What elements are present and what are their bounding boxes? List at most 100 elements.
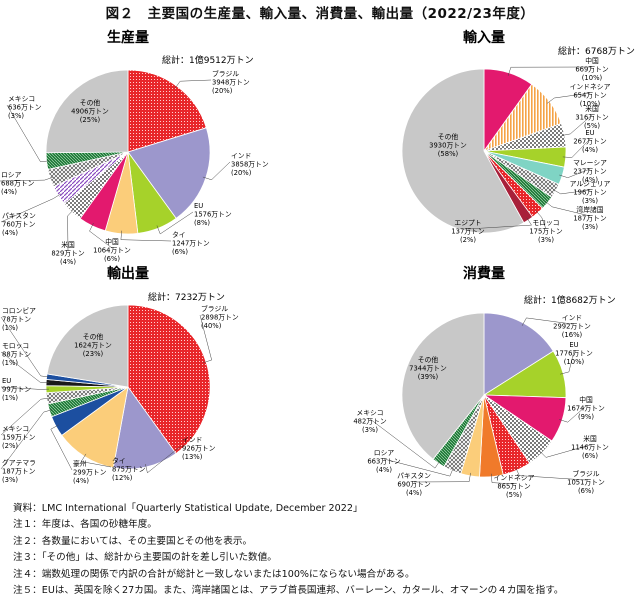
leader-line xyxy=(156,211,194,235)
leader-line xyxy=(0,409,53,470)
note-1: 注１：年度は、各国の砂糖年度。 xyxy=(13,519,157,531)
slice-label: タイ 875万トン(12%) xyxy=(112,456,146,482)
leader-line xyxy=(80,453,112,468)
pie-slice xyxy=(401,68,525,234)
slice-label: 米国 1146万トン(6%) xyxy=(571,434,609,460)
leader-line xyxy=(521,317,573,326)
note-4: 注４：端数処理の関係で内訳の合計が総計と一致しないまたは100%にならない場合が… xyxy=(13,568,415,580)
leader-line xyxy=(145,445,182,474)
consumption-total: 総計：1億8682万トン xyxy=(524,294,616,306)
slice-label: 豪州 299万トン(4%) xyxy=(73,459,107,485)
leader-line xyxy=(383,458,454,477)
leader-line xyxy=(544,200,591,217)
slice-label: グアテマラ 187万トン(3%) xyxy=(2,458,36,484)
slice-label: インド 926万トン(13%) xyxy=(182,436,216,461)
slice-label: パキスタン 760万トン(4%) xyxy=(2,211,36,237)
slice-label: インド 3858万トン(20%) xyxy=(231,152,269,177)
note-5: 注５：EUは、英国を除く27カ国。また、湾岸諸国とは、アラブ首長国連邦、バーレー… xyxy=(13,584,564,596)
slice-label: ロシア 688万トン(4%) xyxy=(1,171,35,196)
leader-line xyxy=(6,104,50,163)
slice-label: その他 3930万トン(58%) xyxy=(429,132,467,158)
slice-label: ブラジル 3948万トン(20%) xyxy=(212,69,250,95)
production-pie: 生産量 総計：1億9512万トン ブラジル 3948万トン(20%) インド 3858… xyxy=(0,29,269,266)
leader-line xyxy=(535,210,547,230)
consumption-pie: 消費量 総計：1億8682万トン インド 2992万トン(16%)EU 1776万ト… xyxy=(353,265,615,499)
pie-slice xyxy=(401,312,485,460)
slice-label: タイ 1247万トン(6%) xyxy=(172,230,210,256)
notes: 資料：LMC International「Quarterly Statistic… xyxy=(13,501,637,599)
slice-label: メキシコ 636万トン(3%) xyxy=(8,95,42,120)
leader-line xyxy=(467,217,532,230)
leader-line xyxy=(0,397,50,436)
leader-line xyxy=(559,168,591,178)
leader-line xyxy=(560,350,575,375)
note-3: 注３：「その他」は、総計から主要国の計を差し引いた数値。 xyxy=(13,552,277,564)
note-source: 資料：LMC International「Quarterly Statistic… xyxy=(13,503,363,514)
leader-line xyxy=(0,193,62,223)
slice-label: エジプト 137万トン(2%) xyxy=(451,219,485,244)
slice-label: 中国 669万トン(10%) xyxy=(575,56,609,82)
leader-line xyxy=(369,418,441,469)
import-total: 総計：6768万トン xyxy=(558,45,635,57)
slice-label: EU 267万トン(4%) xyxy=(573,129,607,154)
leader-line xyxy=(559,405,587,423)
note-2: 注２：各数量においては、その主要国とその他を表示。 xyxy=(13,535,253,547)
leader-line xyxy=(174,79,212,89)
production-title: 生産量 xyxy=(107,29,149,46)
leader-line xyxy=(507,66,593,76)
production-total: 総計：1億9512万トン xyxy=(162,54,254,66)
leader-line xyxy=(539,444,591,458)
leader-line xyxy=(562,138,591,158)
leader-line xyxy=(490,473,515,485)
pie-charts: 生産量 総計：1億9512万トン ブラジル 3948万トン(20%) インド 3858… xyxy=(0,29,635,499)
leader-line xyxy=(0,176,54,182)
leader-line xyxy=(413,472,471,483)
leader-line xyxy=(515,467,587,481)
slice-label: モロッコ 175万トン(3%) xyxy=(529,219,563,244)
slice-label: ロシア 663万トン(4%) xyxy=(367,449,401,474)
slice-label: 中国 1064万トン(6%) xyxy=(93,237,131,263)
slice-label: その他 7344万トン(39%) xyxy=(409,355,447,381)
slice-label: インド 2992万トン(16%) xyxy=(553,314,591,339)
leader-line xyxy=(0,316,50,378)
leader-line xyxy=(0,351,50,383)
leader-line xyxy=(50,424,73,471)
leader-line xyxy=(561,114,593,136)
leader-line xyxy=(89,222,113,249)
export-total: 総計：7232万トン xyxy=(148,291,225,303)
slice-label: モロッコ 88万トン(1%) xyxy=(2,342,31,367)
slice-label: その他 4906万トン(25%) xyxy=(71,98,109,124)
slice-label: インドネシア 865万トン(5%) xyxy=(494,474,535,499)
leader-line xyxy=(552,189,591,195)
slice-label: その他 1624万トン(23%) xyxy=(74,332,112,358)
leader-line xyxy=(0,386,50,390)
slice-label: マレーシア 237万トン(4%) xyxy=(573,159,607,184)
leader-line xyxy=(199,314,213,363)
leader-line xyxy=(202,161,231,181)
import-pie: 輸入量 総計：6768万トン 中国 669万トン(10%)インドネシア 654万トン… xyxy=(401,29,635,244)
slice-label: 米国 829万トン(4%) xyxy=(51,240,85,266)
slice-label: ブラジル 2898万トン(40%) xyxy=(201,304,239,330)
slice-label: アルジェリア 196万トン(3%) xyxy=(570,180,611,205)
export-title: 輸出量 xyxy=(107,265,149,282)
pie-slice xyxy=(45,69,129,154)
slice-label: インドネシア 654万トン(10%) xyxy=(570,83,611,108)
slice-label: メキシコ 482万トン(3%) xyxy=(353,409,387,434)
leader-line xyxy=(67,209,74,252)
slice-label: 米国 316万トン(5%) xyxy=(575,104,609,130)
pie-slice xyxy=(46,304,129,388)
slice-label: EU 1576万トン(8%) xyxy=(194,202,232,227)
leader-line xyxy=(120,230,172,242)
export-pie: 輸出量 総計：7232万トン ブラジル 2898万トン(40%) インド 926万トン… xyxy=(0,265,239,485)
figure-title: 図２ 主要国の生産量、輸入量、消費量、輸出量（2022/23年度） xyxy=(105,6,535,22)
leader-line xyxy=(546,92,591,104)
slice-label: 湾岸諸国 187万トン(3%) xyxy=(573,205,607,231)
slice-label: パキスタン 690万トン(4%) xyxy=(397,471,431,497)
slice-label: ブラジル 1051万トン(6%) xyxy=(567,469,605,495)
consumption-title: 消費量 xyxy=(463,265,505,282)
slice-label: 中国 1674万トン(9%) xyxy=(567,395,605,421)
slice-label: EU 99万トン(1%) xyxy=(2,377,31,402)
slice-label: EU 1776万トン(10%) xyxy=(555,341,593,366)
import-title: 輸入量 xyxy=(463,29,505,46)
slice-label: メキシコ 159万トン(2%) xyxy=(2,425,36,450)
